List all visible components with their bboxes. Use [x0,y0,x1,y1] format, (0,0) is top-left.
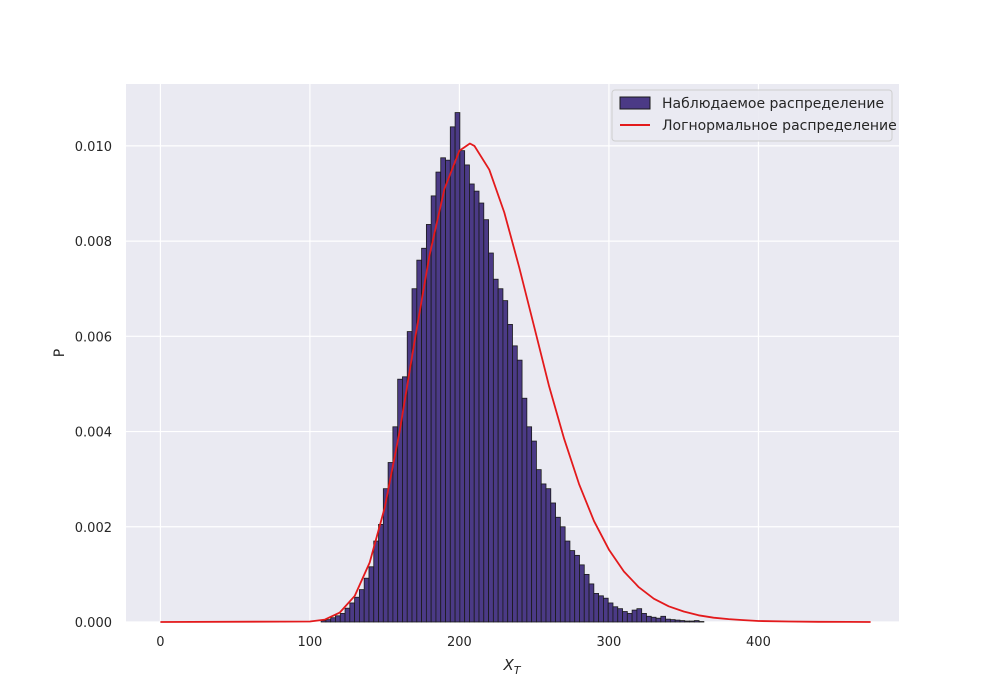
y-axis-label: P [52,349,68,357]
histogram-bar [617,608,623,623]
histogram-bar [421,247,427,623]
x-tick-label: 300 [597,635,622,650]
histogram-bar [669,619,676,623]
y-axis-ticks: 0.000 0.002 0.004 0.006 0.008 0.010 [75,140,112,631]
histogram-bar [693,620,700,623]
x-tick-label: 0 [156,635,164,650]
histogram-bar [469,183,475,623]
histogram-bar [679,620,686,623]
histogram-bar [689,620,695,623]
x-axis-ticks: 0 100 200 300 400 [156,635,771,650]
histogram-bar [521,397,528,623]
histogram-bar [631,609,638,623]
histogram-bar [440,157,446,623]
histogram-bar [516,359,523,623]
histogram-bar [330,617,336,623]
y-tick-label: 0.006 [75,330,112,345]
histogram-bar [607,602,614,623]
histogram-bar [574,554,580,623]
histogram-bar [622,611,628,623]
histogram-bar [502,300,509,623]
histogram-bar [598,595,604,623]
legend-label-histogram: Наблюдаемое распределение [662,96,884,112]
histogram-bar [459,150,466,623]
histogram-bar [435,171,442,623]
histogram-bar [612,606,619,623]
histogram-bar [674,619,681,623]
histogram-bar [454,112,461,623]
x-tick-label: 200 [447,635,472,650]
histogram-bar [531,440,537,623]
y-tick-label: 0.010 [75,140,112,155]
histogram-bar [626,613,633,623]
histogram-bar [430,195,437,623]
histogram-bar [545,488,552,623]
histogram-bar [593,593,600,623]
histogram-bar [363,577,370,623]
y-tick-label: 0.002 [75,521,112,536]
legend-frame [611,89,893,142]
histogram-bar [349,602,356,623]
histogram-bar [646,615,652,623]
histogram-bar [344,607,351,623]
histogram-bar [473,190,480,623]
legend: Наблюдаемое распределение Логнормальное … [611,89,897,142]
legend-label-curve: Логнормальное распределение [662,118,897,134]
histogram-bar [483,219,489,623]
histogram-bar [660,615,667,623]
histogram-bar [536,469,542,623]
histogram-bar [464,164,470,623]
histogram-bar [684,620,690,623]
histogram-bar [555,516,561,623]
x-tick-label: 100 [297,635,322,650]
histogram-bar [526,426,533,623]
histogram-bar [425,224,432,623]
histogram-bar [478,202,485,623]
y-tick-label: 0.008 [75,235,112,250]
histogram-bar [564,540,571,623]
y-tick-label: 0.004 [75,426,112,441]
histogram-bar [655,617,662,623]
legend-swatch-histogram [619,96,651,110]
histogram-bars [320,112,705,623]
histogram-bar [569,550,576,623]
histogram-bar [373,540,379,623]
histogram-bar [325,619,332,623]
histogram-bar [698,621,705,623]
lognormal-curve-layer [160,142,871,623]
histogram-bar [540,483,547,623]
histogram-bar [550,502,556,623]
histogram-bar [339,613,346,623]
histogram-bar [368,566,375,623]
histogram-bar [445,159,451,623]
histogram-bar [603,597,609,623]
histogram-bar [378,523,384,623]
histogram-bar [650,616,657,623]
histogram-bar [488,252,494,623]
histogram-bar [512,345,518,623]
histogram-bar [559,526,566,623]
histogram-bar [665,618,671,623]
histogram-bar [579,564,585,623]
x-axis-label: XT [502,656,521,677]
histogram-bar [583,573,590,623]
histogram-bar [449,126,456,623]
histogram-bar [641,613,647,623]
histogram-bar [358,589,365,623]
lognormal-curve-line [160,142,871,623]
x-tick-label: 400 [746,635,771,650]
histogram-bar [636,608,643,623]
histogram-bar [492,278,499,623]
y-tick-label: 0.000 [75,616,112,631]
histogram-bar [497,288,504,623]
histogram-bar [335,615,341,623]
histogram-bar [507,324,513,623]
histogram-bar [588,583,595,623]
histogram-bar [354,596,360,623]
